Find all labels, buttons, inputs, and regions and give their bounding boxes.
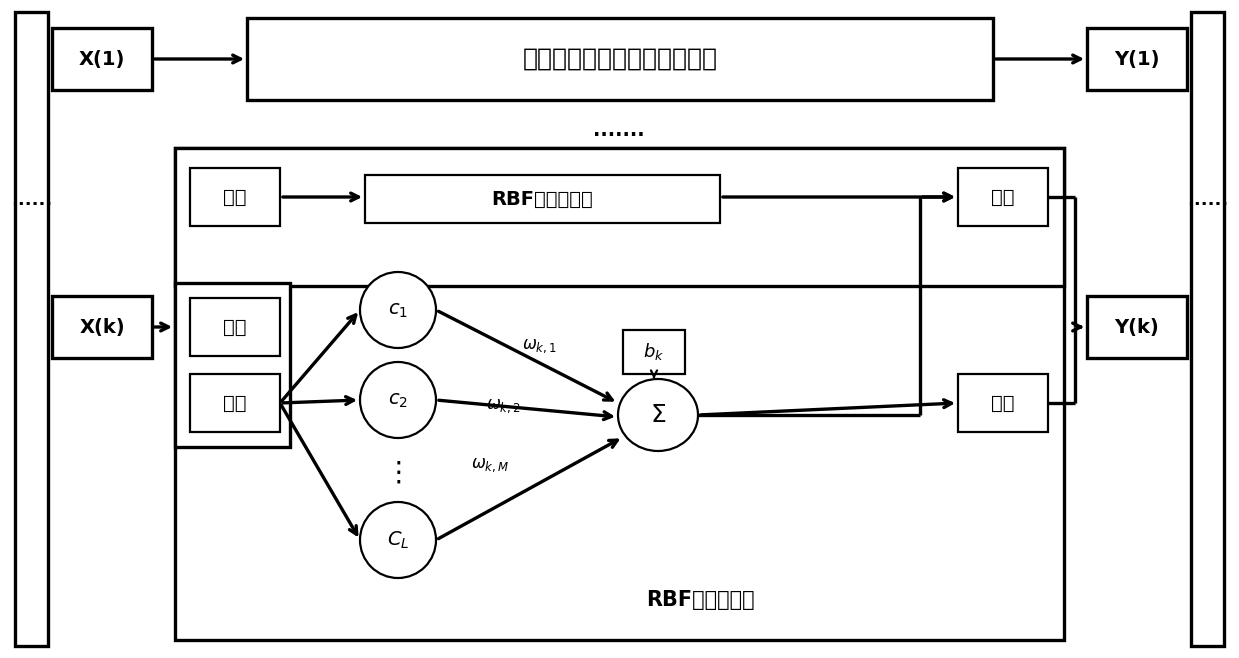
FancyBboxPatch shape xyxy=(1191,12,1224,646)
Text: ......: ...... xyxy=(1187,191,1228,209)
FancyBboxPatch shape xyxy=(175,148,1064,286)
FancyBboxPatch shape xyxy=(1087,296,1187,358)
Text: 实部: 实部 xyxy=(991,188,1015,207)
FancyBboxPatch shape xyxy=(247,18,992,100)
FancyBboxPatch shape xyxy=(175,283,290,447)
Text: $\Sigma$: $\Sigma$ xyxy=(650,403,667,427)
FancyBboxPatch shape xyxy=(52,296,152,358)
Text: $b_k$: $b_k$ xyxy=(643,342,664,363)
FancyBboxPatch shape xyxy=(366,175,720,223)
Circle shape xyxy=(361,272,436,348)
Text: 第一个子载波的神经网络单元: 第一个子载波的神经网络单元 xyxy=(523,47,717,71)
FancyBboxPatch shape xyxy=(190,298,280,356)
Text: $\omega_{k,M}$: $\omega_{k,M}$ xyxy=(471,456,509,474)
Ellipse shape xyxy=(618,379,698,451)
Text: 实部: 实部 xyxy=(223,188,247,207)
Text: RBF神经子网络: RBF神经子网络 xyxy=(646,590,755,610)
Circle shape xyxy=(361,362,436,438)
Text: $c_2$: $c_2$ xyxy=(388,390,408,409)
Text: $\omega_{k,2}$: $\omega_{k,2}$ xyxy=(486,397,520,415)
FancyBboxPatch shape xyxy=(175,148,1064,640)
Text: Y(k): Y(k) xyxy=(1115,318,1160,336)
Text: Y(1): Y(1) xyxy=(1114,49,1160,68)
Text: 虚部: 虚部 xyxy=(991,393,1015,413)
Text: $c_1$: $c_1$ xyxy=(388,301,408,320)
Text: ......: ...... xyxy=(11,191,52,209)
Text: RBF神经子网络: RBF神经子网络 xyxy=(492,190,593,209)
FancyBboxPatch shape xyxy=(15,12,48,646)
Text: ⋮: ⋮ xyxy=(384,459,411,487)
Text: X(k): X(k) xyxy=(79,318,125,336)
FancyBboxPatch shape xyxy=(958,168,1048,226)
FancyBboxPatch shape xyxy=(623,330,685,374)
Text: 实部: 实部 xyxy=(223,318,247,336)
FancyBboxPatch shape xyxy=(1087,28,1187,90)
FancyBboxPatch shape xyxy=(190,374,280,432)
FancyBboxPatch shape xyxy=(958,374,1048,432)
FancyBboxPatch shape xyxy=(52,28,152,90)
Text: .......: ....... xyxy=(593,120,644,139)
Text: 虚部: 虚部 xyxy=(223,393,247,413)
Text: X(1): X(1) xyxy=(79,49,125,68)
Text: $\omega_{k,1}$: $\omega_{k,1}$ xyxy=(523,337,558,355)
Text: $C_L$: $C_L$ xyxy=(387,529,409,551)
FancyBboxPatch shape xyxy=(190,168,280,226)
Circle shape xyxy=(361,502,436,578)
